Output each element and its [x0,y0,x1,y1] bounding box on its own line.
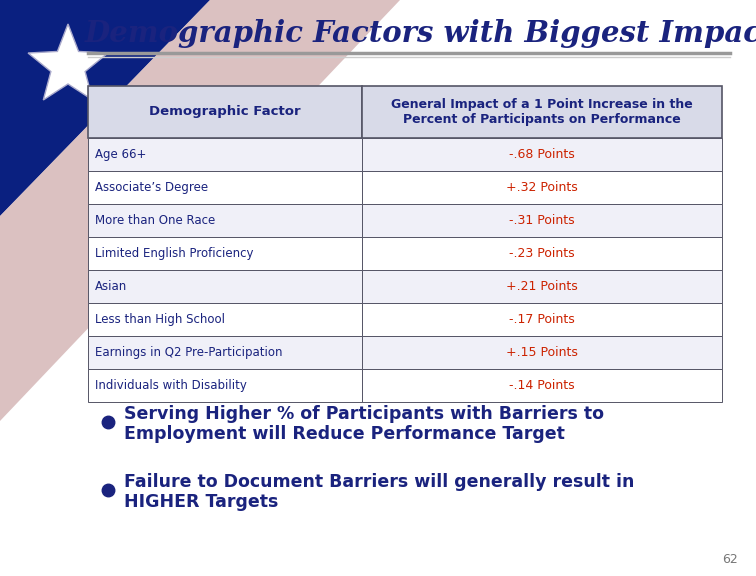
Text: Earnings in Q2 Pre-Participation: Earnings in Q2 Pre-Participation [95,346,283,359]
Text: Failure to Document Barriers will generally result in: Failure to Document Barriers will genera… [124,473,634,491]
Bar [88,369,362,402]
Polygon shape [0,0,400,421]
Text: -.23 Points: -.23 Points [510,247,575,260]
Bar [362,86,722,138]
Text: Limited English Proficiency: Limited English Proficiency [95,247,253,260]
Polygon shape [28,24,108,100]
Text: -.14 Points: -.14 Points [510,379,575,392]
Bar [362,138,722,171]
Text: +.32 Points: +.32 Points [506,181,578,194]
Text: General Impact of a 1 Point Increase in the
Percent of Participants on Performan: General Impact of a 1 Point Increase in … [391,98,693,126]
Text: Employment will Reduce Performance Target: Employment will Reduce Performance Targe… [124,425,565,443]
Bar [88,336,362,369]
Text: -.17 Points: -.17 Points [509,313,575,326]
Polygon shape [0,0,210,216]
Text: Asian: Asian [95,280,127,293]
Text: Individuals with Disability: Individuals with Disability [95,379,247,392]
Text: -.31 Points: -.31 Points [510,214,575,227]
Text: More than One Race: More than One Race [95,214,215,227]
Text: Age 66+: Age 66+ [95,148,147,161]
Text: Demographic Factors with Biggest Impact: Demographic Factors with Biggest Impact [85,20,756,48]
Bar [88,86,362,138]
Text: +.15 Points: +.15 Points [506,346,578,359]
Bar [88,171,362,204]
Bar [362,270,722,303]
Bar [88,138,362,171]
Bar [362,303,722,336]
Bar [362,171,722,204]
Bar [88,204,362,237]
Bar [362,204,722,237]
Text: Less than High School: Less than High School [95,313,225,326]
Text: Associate’s Degree: Associate’s Degree [95,181,208,194]
Text: -.68 Points: -.68 Points [509,148,575,161]
Bar [362,336,722,369]
Bar [362,237,722,270]
Text: HIGHER Targets: HIGHER Targets [124,493,278,511]
Text: +.21 Points: +.21 Points [506,280,578,293]
Text: Serving Higher % of Participants with Barriers to: Serving Higher % of Participants with Ba… [124,405,604,423]
Text: 62: 62 [722,553,738,566]
Bar [88,270,362,303]
Bar [88,303,362,336]
Bar [88,237,362,270]
Bar [362,369,722,402]
Text: Demographic Factor: Demographic Factor [149,105,301,119]
